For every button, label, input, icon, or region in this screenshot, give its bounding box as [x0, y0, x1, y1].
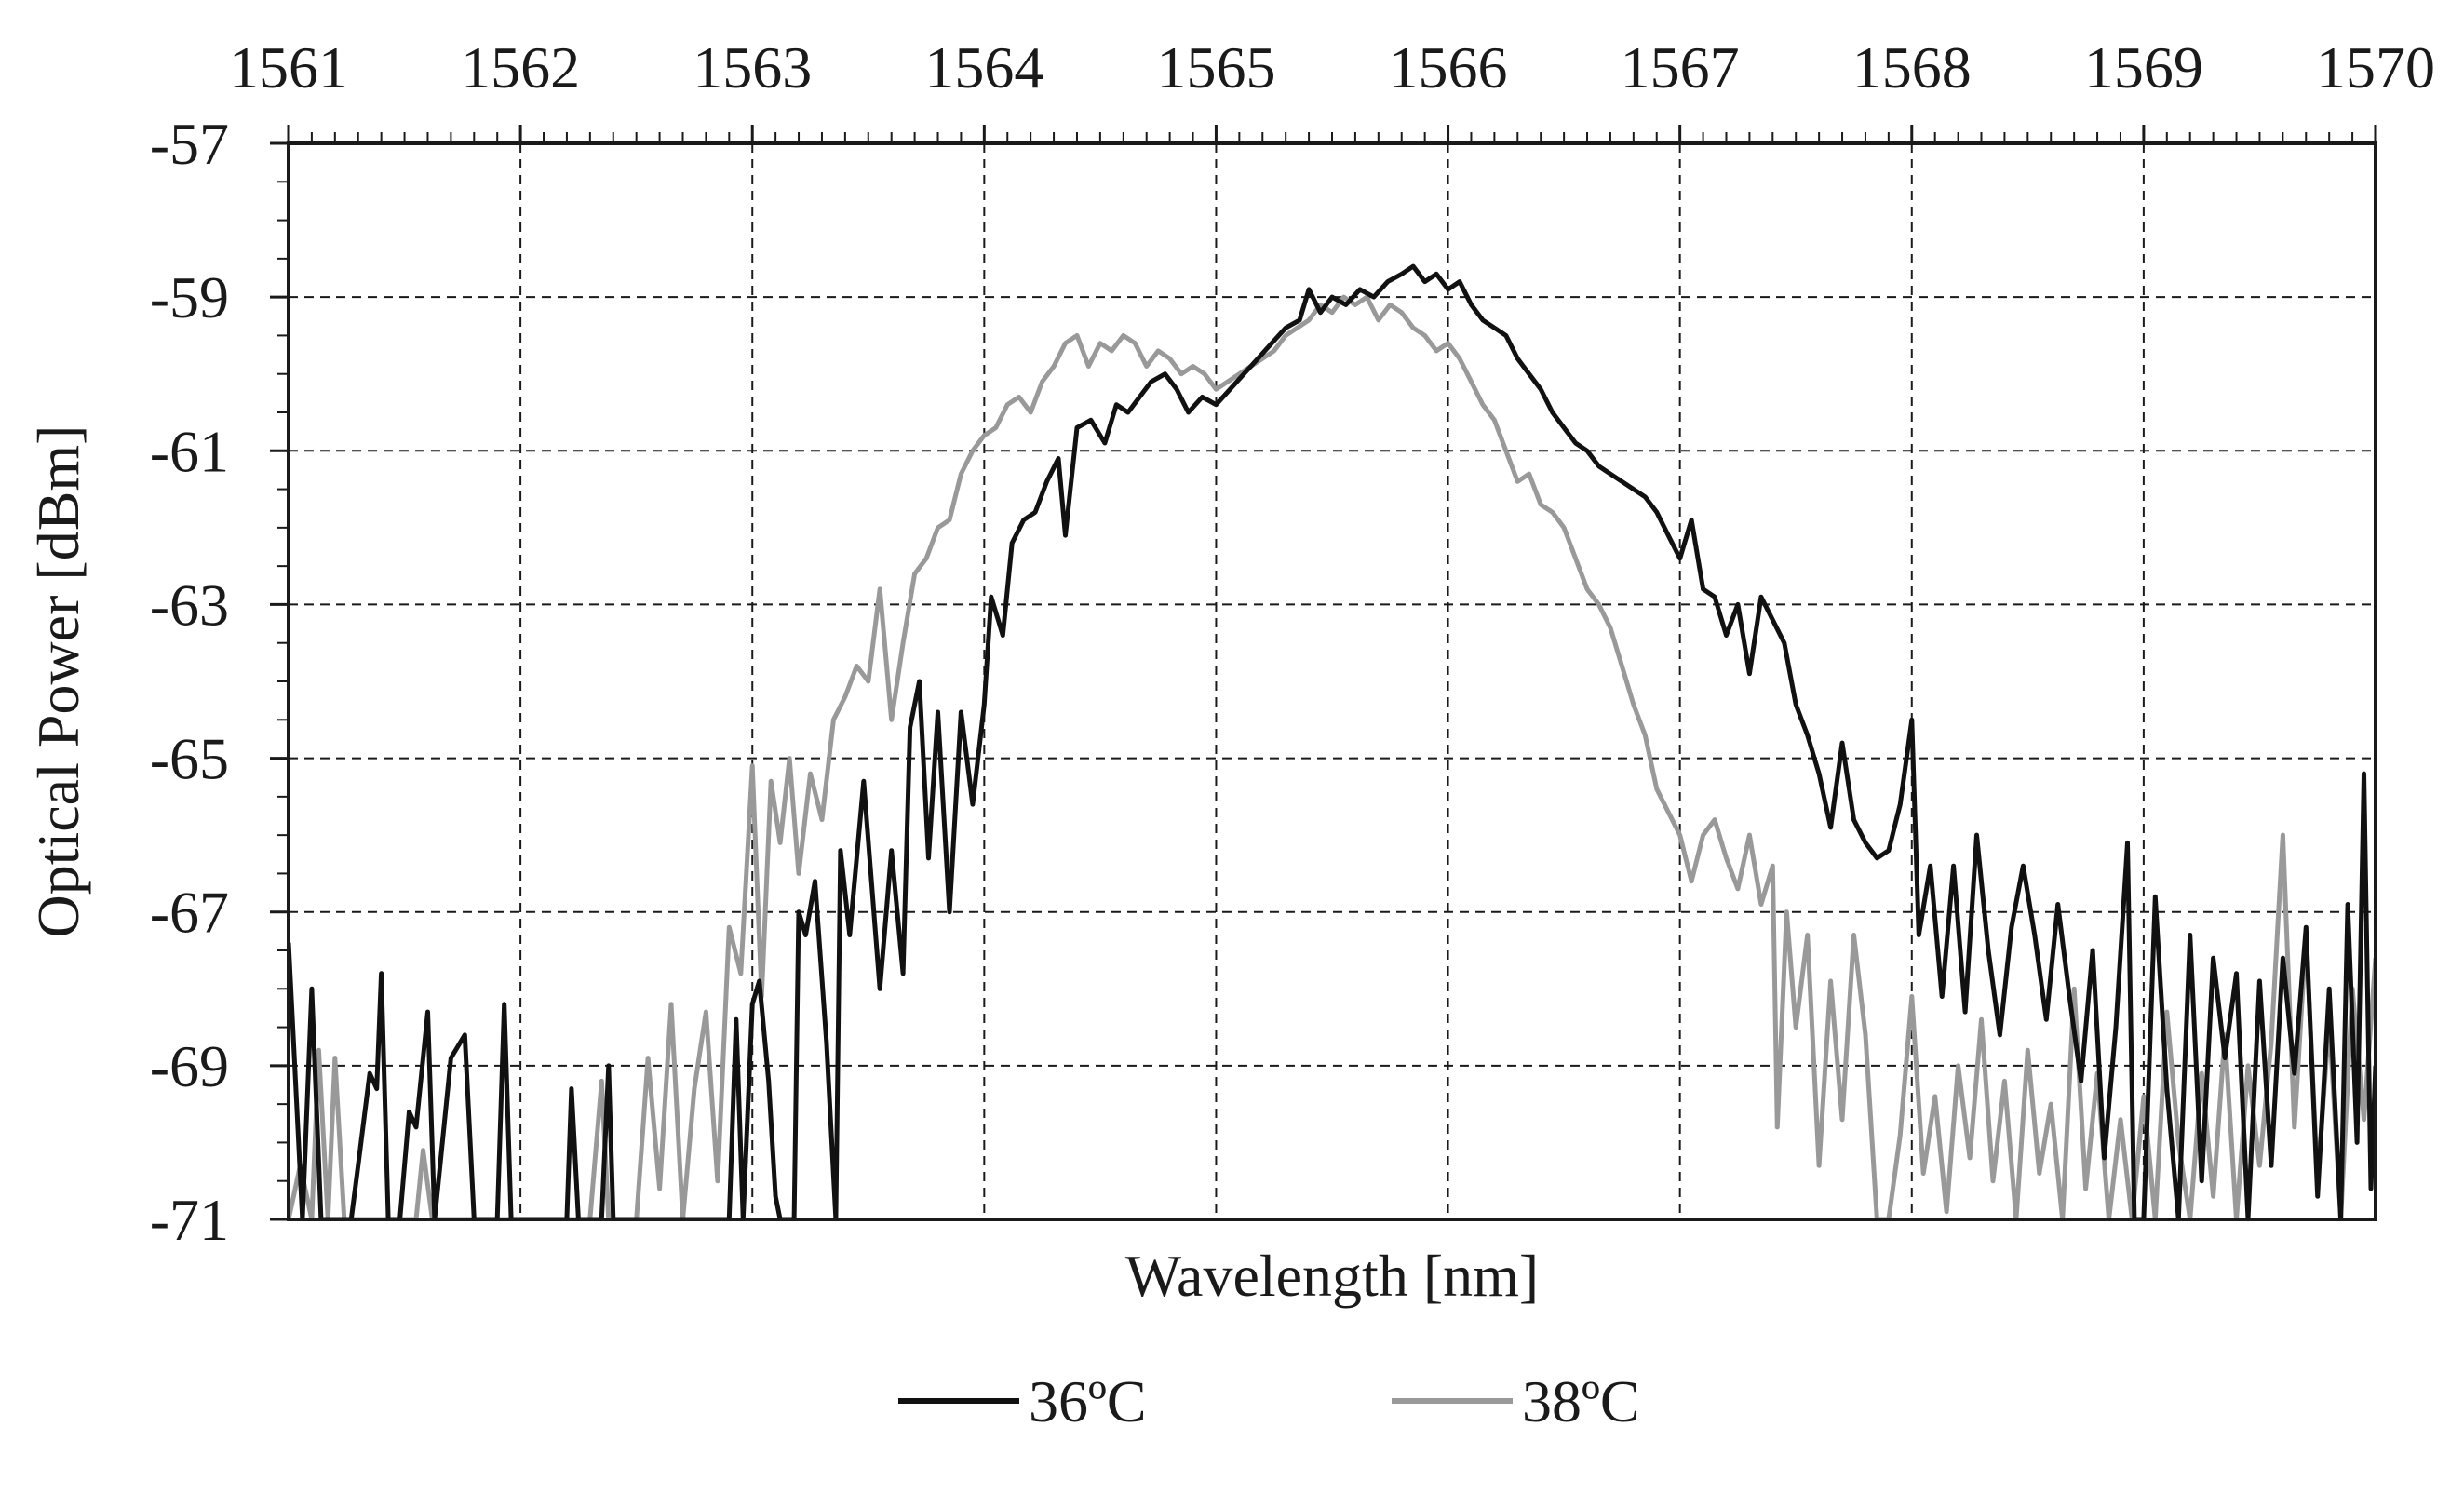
grid-layer — [289, 143, 2376, 1219]
x-tick-label: 1562 — [461, 34, 580, 101]
x-axis-title: Wavelength [nm] — [1125, 1243, 1539, 1309]
y-tick-labels: -57 -59 -61 -63 -65 -67 -69 -71 — [150, 111, 229, 1253]
y-axis-title: Optical Power [dBm] — [25, 425, 91, 938]
x-tick-label: 1569 — [2084, 34, 2203, 101]
x-tick-label: 1567 — [1621, 34, 1740, 101]
legend: 36ºC 38ºC — [898, 1368, 1640, 1434]
x-tick-label: 1565 — [1156, 34, 1275, 101]
x-tick-label: 1563 — [693, 34, 812, 101]
x-tick-label: 1568 — [1852, 34, 1972, 101]
series-line-38-c — [289, 294, 2376, 1219]
y-tick-label: -67 — [150, 880, 229, 946]
x-tick-label: 1561 — [229, 34, 348, 101]
y-tick-label: -57 — [150, 111, 229, 177]
y-tick-label: -59 — [150, 264, 229, 330]
x-tick-labels: 1561 1562 1563 1564 1565 1566 1567 1568 1569 1570 — [229, 34, 2435, 101]
legend-label: 38ºC — [1522, 1368, 1640, 1434]
series-layer — [289, 263, 2376, 1219]
legend-label: 36ºC — [1029, 1368, 1147, 1434]
x-tick-label: 1570 — [2316, 34, 2435, 101]
y-tick-label: -69 — [150, 1033, 229, 1099]
y-tick-label: -71 — [150, 1187, 229, 1253]
y-tick-label: -63 — [150, 572, 229, 638]
x-tick-label: 1566 — [1389, 34, 1508, 101]
tick-layer — [270, 125, 2377, 1221]
y-tick-label: -65 — [150, 726, 229, 792]
y-tick-label: -61 — [150, 418, 229, 484]
x-tick-label: 1564 — [924, 34, 1043, 101]
series-line-36-c — [289, 263, 2376, 1219]
